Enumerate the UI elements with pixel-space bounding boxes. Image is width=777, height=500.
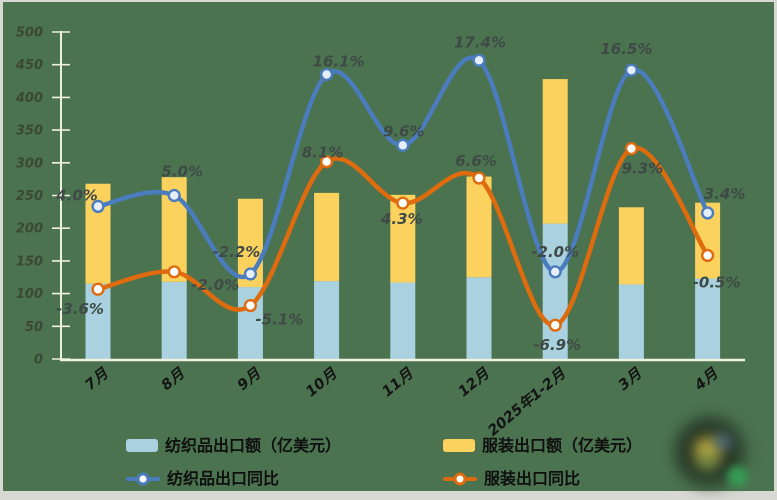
- data-label: -2.2%: [212, 243, 260, 261]
- data-label: -3.6%: [56, 300, 104, 318]
- line-marker: [624, 63, 639, 77]
- x-axis-tick-label: 3月: [616, 365, 646, 394]
- bar-apparel-segment: [314, 192, 340, 282]
- legend-item-apparel-exports: 服装出口额（亿美元）: [443, 436, 643, 455]
- line-marker: [624, 142, 639, 156]
- line-marker: [320, 155, 334, 169]
- legend-swatch-apparel-line: [443, 472, 477, 485]
- bar-apparel-segment: [466, 176, 492, 278]
- y-axis-tick-label: 500: [16, 26, 43, 41]
- legend-label-textile-exports: 纺织品出口额（亿美元）: [165, 436, 342, 455]
- legend-swatch-apparel-bar: [443, 439, 475, 452]
- x-axis-tick-label: 12月: [456, 365, 494, 401]
- data-label: 4.0%: [55, 186, 98, 204]
- line-marker: [243, 298, 258, 313]
- legend-swatch-textile-line: [126, 472, 160, 485]
- bar-textile-segment: [390, 282, 416, 359]
- data-label: -2.0%: [531, 243, 579, 261]
- line-marker: [472, 53, 486, 67]
- line-marker: [548, 265, 562, 279]
- data-label: -6.9%: [533, 336, 581, 354]
- bar-apparel-segment: [618, 207, 644, 285]
- data-label: -5.1%: [255, 311, 303, 329]
- line-marker: [396, 138, 410, 152]
- line-marker: [700, 248, 715, 263]
- bar-textile-segment: [161, 281, 187, 359]
- line-marker: [91, 282, 105, 296]
- data-label: 4.3%: [380, 210, 423, 228]
- line-marker: [243, 267, 258, 281]
- legend-item-textile-yoy: 纺织品出口同比: [126, 469, 280, 488]
- line-marker: [167, 265, 181, 279]
- bar-textile-segment: [542, 223, 568, 359]
- bar-textile-segment: [618, 284, 644, 359]
- y-axis-tick-label: 50: [25, 320, 43, 335]
- textile-yoy-line: [95, 55, 710, 280]
- bar-textile-segment: [314, 281, 340, 359]
- line-marker: [320, 67, 334, 82]
- bar-textile-segment: [85, 283, 111, 359]
- legend-label-textile-yoy: 纺织品出口同比: [167, 469, 280, 488]
- y-axis-tick-label: 250: [16, 189, 43, 204]
- data-label: 6.6%: [455, 152, 497, 170]
- legend-marker-dot-icon: [136, 472, 150, 485]
- chart-frame: [3, 2, 774, 491]
- data-label: 3.4%: [704, 185, 746, 203]
- x-axis-tick-label: 10月: [303, 365, 341, 401]
- legend-label-apparel-yoy: 服装出口同比: [484, 469, 581, 488]
- data-label: -0.5%: [693, 273, 741, 291]
- line-marker: [548, 318, 562, 332]
- data-label: 8.1%: [302, 144, 344, 162]
- y-axis-tick-label: 450: [15, 58, 43, 73]
- x-axis-tick-label: 8月: [159, 365, 189, 394]
- y-axis-tick-label: 150: [16, 254, 43, 269]
- x-axis-tick-label: 7月: [82, 365, 112, 394]
- x-axis-tick-label: 4月: [691, 365, 722, 395]
- line-marker: [396, 196, 410, 210]
- legend-item-apparel-yoy: 服装出口同比: [443, 469, 581, 488]
- x-axis-tick-label: 11月: [380, 365, 418, 401]
- data-label: 16.5%: [600, 40, 652, 58]
- y-axis-tick-label: 0: [34, 353, 43, 368]
- bar-textile-segment: [695, 278, 721, 359]
- y-axis-tick-label: 300: [16, 156, 43, 171]
- x-axis-tick-label: 9月: [235, 365, 265, 394]
- line-marker: [472, 171, 486, 185]
- legend-item-textile-exports: 纺织品出口额（亿美元）: [126, 436, 342, 455]
- x-axis-tick-label: 2025年1-2月: [485, 364, 570, 439]
- data-label: 16.1%: [313, 53, 365, 71]
- legend-label-apparel-exports: 服装出口额（亿美元）: [482, 436, 643, 455]
- bar-apparel-segment: [542, 79, 568, 224]
- legend-swatch-textile-bar: [126, 439, 158, 452]
- bar-textile-segment: [466, 277, 492, 359]
- line-marker: [700, 206, 715, 220]
- y-axis-tick-label: 100: [16, 287, 43, 302]
- data-label: 9.6%: [383, 122, 425, 140]
- line-marker: [167, 188, 181, 203]
- data-label: -2.0%: [191, 276, 239, 294]
- y-axis-tick-label: 350: [16, 124, 43, 139]
- data-label: 17.4%: [454, 33, 506, 51]
- data-label: 5.0%: [161, 163, 203, 181]
- data-label: 9.3%: [622, 160, 664, 178]
- y-axis-tick-label: 200: [16, 222, 43, 237]
- legend-marker-dot-icon: [453, 472, 467, 485]
- y-axis-tick-label: 400: [15, 91, 43, 106]
- line-marker: [91, 199, 105, 214]
- apparel-yoy-line: [95, 145, 710, 328]
